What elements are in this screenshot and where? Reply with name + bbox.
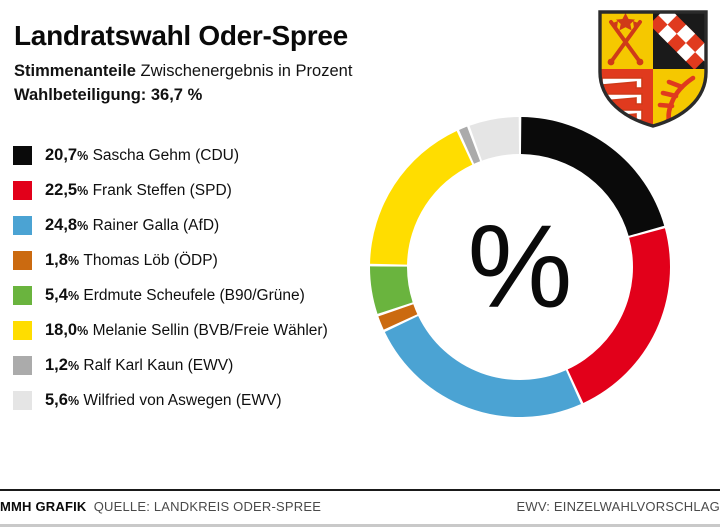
legend-name-spd: Frank Steffen (SPD): [92, 182, 232, 200]
donut-segment: [384, 316, 581, 417]
donut-segment: [370, 131, 473, 265]
footer: MMH GRAFIK QUELLE: LANDKREIS ODER-SPREE …: [0, 491, 720, 523]
legend-name-afd: Rainer Galla (AfD): [92, 217, 220, 235]
legend-pctsign-afd: %: [77, 219, 89, 234]
legend-label-ewv-aswegen: 5,6% Wilfried von Aswegen (EWV): [45, 392, 282, 409]
legend-swatch-bvb: [13, 321, 32, 340]
donut-segment: [378, 304, 418, 330]
legend-item-ewv-aswegen: 5,6% Wilfried von Aswegen (EWV): [0, 383, 340, 418]
legend-pct-bvb: 18,0: [45, 321, 78, 340]
legend-label-cdu: 20,7% Sascha Gehm (CDU): [45, 147, 239, 164]
legend-name-bvb: Melanie Sellin (BVB/Freie Wähler): [92, 322, 328, 340]
legend-swatch-cdu: [13, 146, 32, 165]
legend-pct-ewv-aswegen: 5,6: [45, 391, 68, 410]
footer-divider-bottom: [0, 524, 720, 527]
donut-segment: [370, 266, 413, 314]
legend-item-afd: 24,8% Rainer Galla (AfD): [0, 208, 340, 243]
subtitle-rest: Zwischenergebnis in Prozent: [135, 62, 353, 80]
legend-swatch-oedp: [13, 251, 32, 270]
legend-swatch-ewv-aswegen: [13, 391, 32, 410]
turnout-label: Wahlbeteiligung: 36,7 %: [14, 86, 203, 104]
legend-label-afd: 24,8% Rainer Galla (AfD): [45, 217, 219, 234]
subtitle-strong: Stimmenanteile: [14, 62, 136, 80]
footer-brand: MMH GRAFIK: [0, 499, 87, 514]
legend-pct-afd: 24,8: [45, 216, 78, 235]
legend-pct-cdu: 20,7: [45, 146, 78, 165]
legend-name-ewv-aswegen: Wilfried von Aswegen (EWV): [83, 392, 282, 410]
donut-segment: [469, 117, 520, 161]
legend-item-cdu: 20,7% Sascha Gehm (CDU): [0, 138, 340, 173]
legend-label-oedp: 1,8% Thomas Löb (ÖDP): [45, 252, 218, 269]
legend-swatch-afd: [13, 216, 32, 235]
header: Landratswahl Oder-Spree Stimmenanteile Z…: [0, 0, 720, 128]
legend-pct-oedp: 1,8: [45, 251, 68, 270]
donut-segment: [520, 117, 665, 236]
legend-pctsign-bvb: %: [77, 324, 89, 339]
legend-pctsign-cdu: %: [77, 149, 89, 164]
legend-pctsign-spd: %: [77, 184, 89, 199]
legend-label-bvb: 18,0% Melanie Sellin (BVB/Freie Wähler): [45, 322, 328, 339]
legend-label-spd: 22,5% Frank Steffen (SPD): [45, 182, 232, 199]
legend-item-spd: 22,5% Frank Steffen (SPD): [0, 173, 340, 208]
legend-item-ewv-kaun: 1,2% Ralf Karl Kaun (EWV): [0, 348, 340, 383]
page-title: Landratswahl Oder-Spree: [14, 20, 348, 51]
legend-swatch-ewv-kaun: [13, 356, 32, 375]
legend-pctsign-ewv-aswegen: %: [67, 394, 80, 409]
legend-pct-spd: 22,5: [45, 181, 78, 200]
legend-item-oedp: 1,8% Thomas Löb (ÖDP): [0, 243, 340, 278]
legend-pctsign-ewv-kaun: %: [67, 359, 80, 374]
legend-pctsign-oedp: %: [67, 254, 80, 269]
legend-pctsign-gruene: %: [67, 289, 80, 304]
donut-chart: %: [366, 113, 674, 421]
legend-label-gruene: 5,4% Erdmute Scheufele (B90/Grüne): [45, 287, 305, 304]
donut-segment: [459, 126, 481, 164]
footer-source: QUELLE: LANDKREIS ODER-SPREE: [93, 499, 322, 514]
donut-segment: [567, 228, 670, 403]
footer-left: MMH GRAFIK QUELLE: LANDKREIS ODER-SPREE: [0, 499, 321, 514]
legend-name-cdu: Sascha Gehm (CDU): [92, 147, 239, 165]
legend-swatch-gruene: [13, 286, 32, 305]
donut-segments: [370, 117, 670, 417]
footer-divider-top: [0, 489, 720, 491]
legend-item-bvb: 18,0% Melanie Sellin (BVB/Freie Wähler): [0, 313, 340, 348]
legend-item-gruene: 5,4% Erdmute Scheufele (B90/Grüne): [0, 278, 340, 313]
legend-pct-ewv-kaun: 1,2: [45, 356, 68, 375]
legend-label-ewv-kaun: 1,2% Ralf Karl Kaun (EWV): [45, 357, 233, 374]
legend: 20,7% Sascha Gehm (CDU) 22,5% Frank Stef…: [0, 138, 340, 418]
legend-pct-gruene: 5,4: [45, 286, 68, 305]
subtitle: Stimmenanteile Zwischenergebnis in Proze…: [14, 62, 352, 81]
footer-note: EWV: EINZELWAHLVORSCHLAG: [516, 499, 720, 514]
legend-swatch-spd: [13, 181, 32, 200]
legend-name-ewv-kaun: Ralf Karl Kaun (EWV): [83, 357, 234, 375]
coat-of-arms-icon: [596, 8, 710, 130]
legend-name-gruene: Erdmute Scheufele (B90/Grüne): [83, 287, 305, 305]
legend-name-oedp: Thomas Löb (ÖDP): [83, 252, 218, 270]
